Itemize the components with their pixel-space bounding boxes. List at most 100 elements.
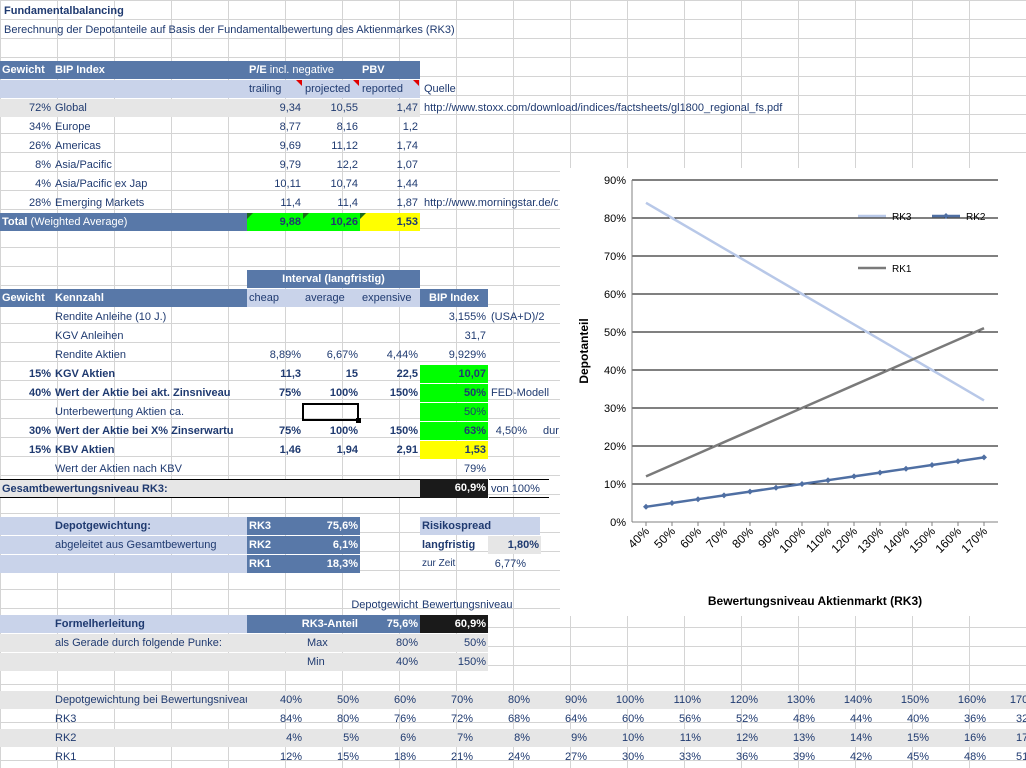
level-header[interactable]: 150%: [900, 694, 929, 706]
row-trailing[interactable]: 10,11: [274, 178, 301, 190]
kennzahl-average[interactable]: [303, 460, 360, 478]
header-gewicht[interactable]: Gewicht: [0, 61, 53, 79]
row-quelle[interactable]: [422, 156, 558, 174]
depot-title[interactable]: Depotgewichtung:: [0, 517, 247, 535]
kennzahl-note2[interactable]: dur: [543, 425, 559, 437]
kennzahl-note[interactable]: [489, 327, 559, 345]
kennzahl-gewicht[interactable]: [0, 403, 53, 421]
bottom-cell[interactable]: 24%: [507, 751, 530, 763]
kennzahl-average[interactable]: 6,67%: [326, 349, 358, 361]
bottom-cell[interactable]: 12%: [279, 751, 302, 763]
formel-rk3-label[interactable]: RK3-Anteil: [247, 615, 360, 633]
row-name[interactable]: Global: [53, 99, 247, 117]
kennzahl-name[interactable]: Unterbewertung Aktien ca.: [55, 406, 185, 418]
kennzahl-gewicht[interactable]: 30%: [28, 425, 51, 437]
kennzahl-expensive[interactable]: 4,44%: [386, 349, 418, 361]
kennzahl-expensive[interactable]: 2,91: [396, 444, 418, 456]
header-interval[interactable]: Interval (langfristig): [247, 270, 420, 288]
kennzahl-expensive[interactable]: [360, 308, 420, 326]
bottom-cell[interactable]: 15%: [906, 732, 929, 744]
row-quelle[interactable]: [422, 137, 558, 155]
bottom-cell[interactable]: 45%: [906, 751, 929, 763]
bottom-cell[interactable]: 14%: [849, 732, 872, 744]
level-header[interactable]: 60%: [393, 694, 416, 706]
row-quelle[interactable]: [422, 175, 558, 193]
bottom-cell[interactable]: 52%: [735, 713, 758, 725]
gesamt-label[interactable]: Gesamtbewertungsniveau RK3:: [0, 479, 420, 498]
bottom-row-name[interactable]: RK1: [55, 751, 77, 763]
depot-value[interactable]: 18,3%: [303, 555, 360, 573]
bottom-cell[interactable]: 60%: [621, 713, 644, 725]
kennzahl-average[interactable]: 100%: [329, 425, 358, 437]
kennzahl-name[interactable]: Wert der Aktien nach KBV: [55, 463, 182, 475]
sheet-subtitle[interactable]: Berechnung der Depotanteile auf Basis de…: [4, 24, 455, 36]
kennzahl-gewicht[interactable]: [0, 308, 53, 326]
row-name[interactable]: Asia/Pacific ex Jap: [55, 178, 148, 190]
level-header[interactable]: 40%: [279, 694, 302, 706]
kennzahl-average[interactable]: 1,94: [336, 444, 358, 456]
header-quelle[interactable]: Quelle: [424, 83, 456, 95]
kennzahl-cheap[interactable]: 1,46: [279, 444, 301, 456]
bottom-cell[interactable]: 17%: [1015, 732, 1026, 744]
row-reported[interactable]: 1,87: [396, 197, 418, 209]
bottom-cell[interactable]: 15%: [336, 751, 359, 763]
gesamt-note[interactable]: von 100%: [489, 479, 549, 498]
risk-zeit-value[interactable]: 6,77%: [494, 558, 526, 570]
row-name[interactable]: Americas: [55, 140, 101, 152]
row-gewicht[interactable]: 26%: [28, 140, 51, 152]
bottom-cell[interactable]: 30%: [621, 751, 644, 763]
kennzahl-bip[interactable]: 50%: [420, 403, 488, 421]
formel-max-label[interactable]: Max: [307, 637, 328, 649]
kennzahl-bip[interactable]: 63%: [420, 422, 488, 440]
bottom-cell[interactable]: 9%: [571, 732, 587, 744]
row-gewicht[interactable]: 34%: [28, 121, 51, 133]
row-trailing[interactable]: 11,4: [280, 197, 301, 209]
kennzahl-gewicht[interactable]: [0, 460, 53, 478]
formel-header-bew[interactable]: Bewertungsniveau: [422, 599, 513, 611]
bottom-cell[interactable]: 27%: [564, 751, 587, 763]
header-kennzahl[interactable]: Kennzahl: [53, 289, 247, 307]
kennzahl-bip[interactable]: 31,7: [464, 330, 486, 342]
total-trailing[interactable]: 9,88: [247, 213, 303, 231]
header-trailing[interactable]: trailing: [247, 80, 303, 98]
row-quelle[interactable]: http://www.stoxx.com/download/indices/fa…: [424, 102, 783, 114]
gesamt-value[interactable]: 60,9%: [420, 479, 488, 498]
risk-title[interactable]: Risikospread: [420, 517, 540, 535]
kennzahl-note[interactable]: 4,50%: [495, 425, 527, 437]
bottom-cell[interactable]: 84%: [279, 713, 302, 725]
total-projected[interactable]: 10,26: [303, 213, 360, 231]
bottom-cell[interactable]: 13%: [792, 732, 815, 744]
header-bip-index-2[interactable]: BIP Index: [420, 289, 488, 307]
kennzahl-note[interactable]: [489, 365, 559, 383]
bottom-cell[interactable]: 68%: [507, 713, 530, 725]
header-gewicht-2[interactable]: Gewicht: [0, 289, 53, 307]
kennzahl-cheap[interactable]: 8,89%: [269, 349, 301, 361]
row-trailing[interactable]: 9,79: [279, 159, 301, 171]
level-header[interactable]: 130%: [786, 694, 815, 706]
kennzahl-gewicht[interactable]: 15%: [28, 368, 51, 380]
depot-class[interactable]: RK2: [247, 536, 303, 554]
kennzahl-name[interactable]: Rendite Anleihe (10 J.): [55, 311, 167, 323]
formel-min-depot[interactable]: 40%: [395, 656, 418, 668]
row-projected[interactable]: 10,74: [330, 178, 358, 190]
header-projected[interactable]: projected: [303, 80, 360, 98]
level-header[interactable]: 120%: [729, 694, 758, 706]
formel-header-depot[interactable]: Depotgewicht: [351, 599, 418, 611]
depot-value[interactable]: 75,6%: [303, 517, 360, 535]
kennzahl-bip[interactable]: 79%: [463, 463, 486, 475]
kennzahl-cheap[interactable]: [247, 403, 303, 421]
bottom-cell[interactable]: 4%: [286, 732, 302, 744]
level-header[interactable]: 90%: [564, 694, 587, 706]
risk-zeit-label[interactable]: zur Zeit: [422, 558, 456, 569]
kennzahl-expensive[interactable]: [360, 460, 420, 478]
kennzahl-gewicht[interactable]: 40%: [28, 387, 51, 399]
row-gewicht[interactable]: 8%: [35, 159, 51, 171]
bottom-cell[interactable]: 32%: [1015, 713, 1026, 725]
kennzahl-note[interactable]: [489, 403, 559, 421]
kennzahl-expensive[interactable]: 150%: [389, 387, 418, 399]
bottom-cell[interactable]: 48%: [792, 713, 815, 725]
bottom-cell[interactable]: 40%: [906, 713, 929, 725]
kennzahl-name[interactable]: Wert der Aktie bei akt. Zinsniveau: [55, 387, 231, 399]
bottom-cell[interactable]: 39%: [792, 751, 815, 763]
header-cheap[interactable]: cheap: [247, 289, 303, 307]
